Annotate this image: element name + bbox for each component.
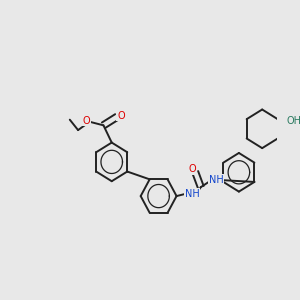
- Text: NH: NH: [209, 175, 224, 185]
- Text: OH: OH: [286, 116, 300, 126]
- Text: NH: NH: [184, 189, 200, 199]
- Text: O: O: [82, 116, 90, 126]
- Text: O: O: [188, 164, 196, 174]
- Text: O: O: [117, 110, 124, 121]
